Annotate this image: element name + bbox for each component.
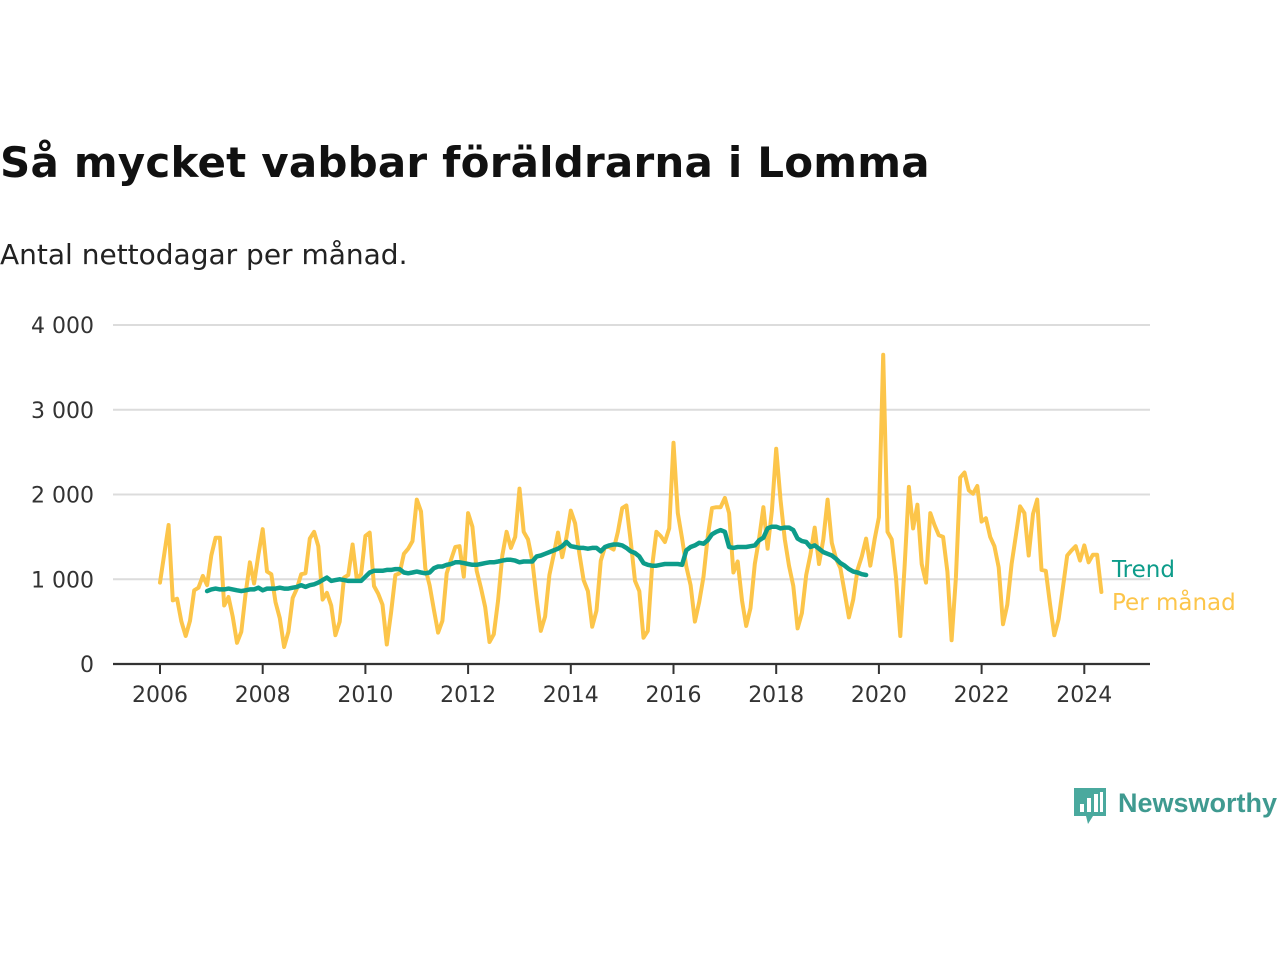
- x-tick-label: 2020: [851, 683, 907, 708]
- x-tick-label: 2016: [646, 683, 702, 708]
- newsworthy-logo[interactable]: Newsworthy: [1072, 786, 1280, 826]
- brand-name: Newsworthy: [1118, 788, 1278, 818]
- newsworthy-bar-chart-icon: [1074, 788, 1106, 824]
- y-tick-label: 4 000: [31, 314, 94, 339]
- y-tick-label: 2 000: [31, 484, 94, 509]
- y-tick-label: 3 000: [31, 399, 94, 424]
- series-label-trend: Trend: [1111, 557, 1175, 583]
- series-labels: Per månad Trend: [1111, 557, 1236, 616]
- series-line-per-manad: [158, 352, 1104, 649]
- x-tick-label: 2014: [543, 683, 599, 708]
- x-tick-label: 2006: [132, 683, 188, 708]
- x-tick-label: 2010: [337, 683, 393, 708]
- x-tick-label: 2018: [748, 683, 804, 708]
- chart-subtitle: Antal nettodagar per månad.: [0, 238, 408, 271]
- y-tick-label: 1 000: [31, 568, 94, 593]
- x-axis-tick-labels: 2006 2008 2010 2012 2014 2016 2018 2020 2022 2024: [132, 664, 1112, 708]
- chart-title: Så mycket vabbar föräldrarna i Lomma: [0, 138, 930, 187]
- x-tick-label: 2024: [1056, 683, 1112, 708]
- series-label-per-manad: Per månad: [1112, 588, 1236, 616]
- x-tick-label: 2022: [954, 683, 1010, 708]
- y-tick-label: 0: [80, 653, 94, 678]
- y-axis-tick-labels: 0 1 000 2 000 3 000 4 000: [31, 314, 94, 678]
- series-line-trend: [204, 524, 869, 594]
- gridlines: [113, 324, 1150, 666]
- series-lines: [158, 352, 1104, 649]
- x-tick-label: 2012: [440, 683, 496, 708]
- x-tick-label: 2008: [235, 683, 291, 708]
